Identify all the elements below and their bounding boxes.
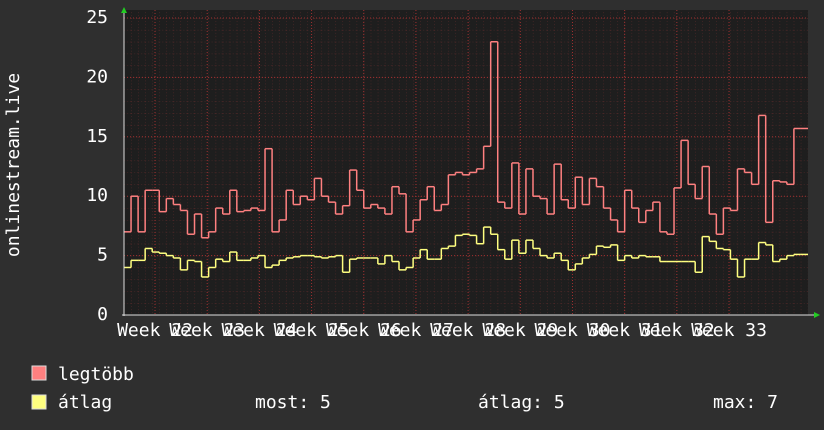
x-tick-label: Week 23: [169, 320, 245, 341]
legend-label: legtöbb: [58, 364, 134, 385]
x-tick-label: Week 26: [326, 320, 402, 341]
x-tick-label: Week 24: [221, 320, 297, 341]
stat: max: 7: [713, 392, 778, 413]
x-tick-label: Week 27: [378, 320, 454, 341]
y-tick-label: 25: [86, 7, 108, 28]
arrow: [814, 312, 820, 318]
y-tick-label: 5: [97, 245, 108, 266]
x-tick-label: Week 28: [430, 320, 506, 341]
stat: most: 5: [255, 392, 331, 413]
stat: átlag: 5: [478, 392, 565, 413]
arrow: [121, 7, 127, 13]
x-tick-label: Week 32: [639, 320, 715, 341]
y-tick-label: 20: [86, 66, 108, 87]
y-tick-label: 10: [86, 185, 108, 206]
legend-swatch: [31, 365, 47, 381]
minor-grid: [124, 10, 808, 315]
y-axis-label: onlinestream.live: [3, 73, 24, 257]
x-tick-label: Week 25: [274, 320, 350, 341]
x-tick-label: Week 30: [535, 320, 611, 341]
legend-label: átlag: [58, 392, 112, 413]
legend-swatch: [31, 394, 47, 410]
x-tick-label: Week 29: [482, 320, 558, 341]
x-tick-label: Week 31: [587, 320, 663, 341]
lines: [124, 41, 808, 278]
x-tick-label: Week 22: [117, 320, 193, 341]
y-tick-label: 15: [86, 126, 108, 147]
x-tick-label: Week 33: [691, 320, 767, 341]
y-tick-label: 0: [97, 304, 108, 325]
